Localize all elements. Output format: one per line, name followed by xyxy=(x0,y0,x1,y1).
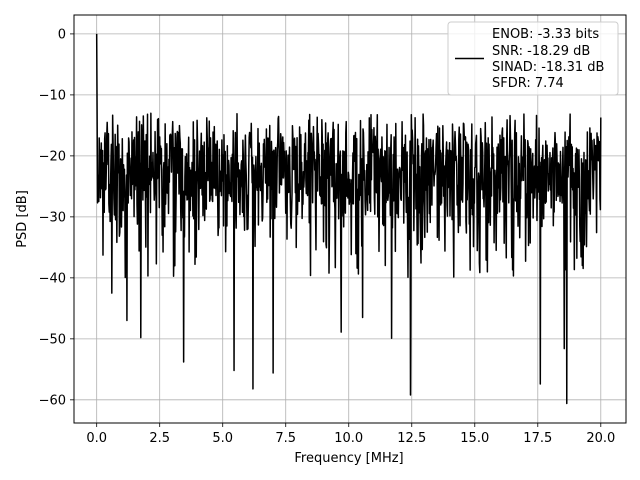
legend-line-enob: ENOB: -3.33 bits xyxy=(492,27,599,42)
x-tick-label: 7.5 xyxy=(275,431,296,446)
plot-area-frame xyxy=(73,14,627,424)
x-tick-label: 17.5 xyxy=(523,431,552,446)
legend: ENOB: -3.33 bits SNR: -18.29 dB SINAD: -… xyxy=(447,21,619,96)
y-tick-label: −30 xyxy=(39,210,66,225)
x-tick-label: 20.0 xyxy=(586,431,615,446)
y-tick-label: −20 xyxy=(39,149,66,164)
x-tick-label: 15.0 xyxy=(460,431,489,446)
y-axis-ticks: 0 −10 −20 −30 −40 −50 −60 xyxy=(39,27,74,408)
legend-line-sfdr: SFDR: 7.74 xyxy=(492,76,564,91)
y-axis-label: PSD [dB] xyxy=(15,190,30,248)
y-tick-label: −40 xyxy=(39,271,66,286)
legend-box xyxy=(447,21,619,96)
x-axis-label: Frequency [MHz] xyxy=(294,451,403,466)
y-tick-label: 0 xyxy=(58,27,66,42)
x-tick-label: 5.0 xyxy=(212,431,233,446)
y-tick-label: −50 xyxy=(39,332,66,347)
psd-series-line xyxy=(95,33,602,405)
x-tick-label: 0.0 xyxy=(86,431,107,446)
y-tick-label: −60 xyxy=(39,393,66,408)
x-tick-label: 12.5 xyxy=(397,431,426,446)
x-tick-label: 2.5 xyxy=(149,431,170,446)
legend-line-snr: SNR: -18.29 dB xyxy=(492,44,590,59)
x-axis-ticks: 0.0 2.5 5.0 7.5 10.0 12.5 15.0 17.5 20.0 xyxy=(86,423,615,446)
y-tick-label: −10 xyxy=(39,88,66,103)
x-tick-label: 10.0 xyxy=(334,431,363,446)
legend-line-sinad: SINAD: -18.31 dB xyxy=(492,60,604,75)
